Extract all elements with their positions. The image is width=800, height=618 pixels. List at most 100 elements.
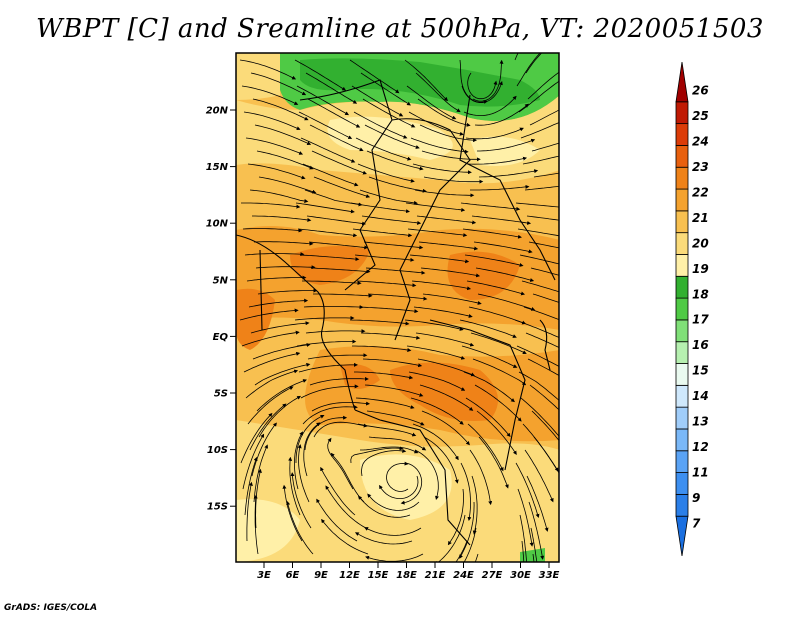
lat-tick-label: 5N (213, 275, 229, 286)
streamline (417, 98, 471, 127)
streamline (298, 362, 358, 373)
streamline (245, 137, 304, 155)
streamline (414, 189, 475, 198)
streamline (478, 169, 539, 178)
streamline (349, 59, 400, 94)
streamline (366, 410, 425, 426)
streamline (250, 72, 307, 96)
streamline (254, 124, 312, 145)
streamline (435, 514, 466, 562)
streamline (368, 176, 427, 193)
streamline (524, 449, 554, 503)
streamline (362, 358, 423, 368)
streamline (531, 410, 559, 442)
streamline (245, 369, 299, 399)
streamline (351, 85, 404, 117)
streamline (243, 351, 301, 373)
boundary-layer (236, 79, 556, 546)
colorbar-label: 7 (692, 516, 701, 530)
streamline (246, 275, 307, 282)
streamline (406, 85, 457, 120)
streamline (361, 215, 422, 225)
streamline (302, 280, 362, 286)
lon-tick-label: 21E (425, 570, 446, 581)
colorbar-label: 9 (692, 491, 700, 505)
streamline (462, 228, 522, 239)
streamline (522, 155, 559, 165)
streamline (413, 306, 473, 318)
streamline (239, 308, 299, 321)
streamline (352, 345, 412, 352)
streamline (354, 254, 415, 262)
colorbar-swatch (675, 254, 689, 277)
streamline (516, 53, 541, 87)
lat-tick-label: 10S (207, 445, 228, 456)
streamline (467, 156, 528, 165)
streamline (520, 122, 559, 139)
streamline (364, 124, 420, 149)
streamline (246, 481, 253, 542)
streamline (361, 448, 407, 477)
lon-tick-label: 24E (453, 570, 474, 581)
streamline (519, 254, 559, 265)
streamline (349, 319, 410, 326)
colorbar-label: 16 (692, 338, 709, 352)
streamline (418, 241, 479, 251)
streamline (515, 462, 540, 519)
streamline (474, 384, 522, 422)
streamline (252, 98, 309, 121)
streamline (358, 495, 411, 518)
streamline (521, 540, 525, 562)
streamline (367, 293, 428, 301)
streamline (354, 371, 414, 380)
streamline (404, 319, 464, 331)
streamline (294, 431, 303, 490)
streamline (360, 72, 411, 106)
streamline (313, 421, 368, 438)
colorbar-swatch (675, 363, 689, 386)
streamline (300, 384, 359, 399)
streamline (400, 462, 423, 505)
streamline (308, 241, 369, 250)
colorbar-label: 24 (692, 135, 709, 149)
streamline (302, 405, 358, 425)
streamline (519, 514, 527, 562)
streamline (241, 330, 300, 347)
streamline (316, 498, 358, 542)
streamline (241, 202, 301, 209)
streamline (465, 127, 524, 140)
streamline (461, 80, 503, 103)
streamline (415, 332, 475, 347)
streamline (327, 437, 354, 490)
streamline (477, 293, 536, 311)
colorbar-swatch (675, 406, 689, 430)
streamline (350, 446, 404, 464)
streamline (325, 485, 367, 529)
streamline (475, 267, 535, 282)
streamline (529, 384, 559, 411)
colorbar-swatch (675, 101, 689, 125)
streamline (352, 228, 413, 238)
streamline (297, 444, 310, 503)
streamline (410, 137, 469, 154)
colorbar-legend: 7 9 11 12 13 14 15 16 17 18 19 20 21 22 23 24 25 26 (675, 61, 709, 557)
streamline (460, 462, 472, 521)
streamline (360, 332, 421, 340)
streamline (252, 215, 312, 222)
streamline (386, 461, 409, 492)
streamline (408, 371, 466, 391)
streamline (407, 228, 468, 238)
streamline (321, 518, 369, 555)
streamline (464, 254, 524, 267)
streamline (528, 241, 559, 249)
streamline (256, 379, 307, 412)
streamline (470, 332, 527, 354)
colorbar-swatch (675, 188, 689, 212)
streamline (252, 342, 311, 360)
streamline (310, 267, 371, 274)
streamline (533, 436, 559, 474)
lon-tick-label: 15E (368, 570, 389, 581)
streamline (320, 466, 356, 516)
latitude-axis: 20N 15N 10N 5N EQ 5S 10S 15S (206, 106, 236, 513)
colorbar-label: 11 (692, 465, 709, 479)
